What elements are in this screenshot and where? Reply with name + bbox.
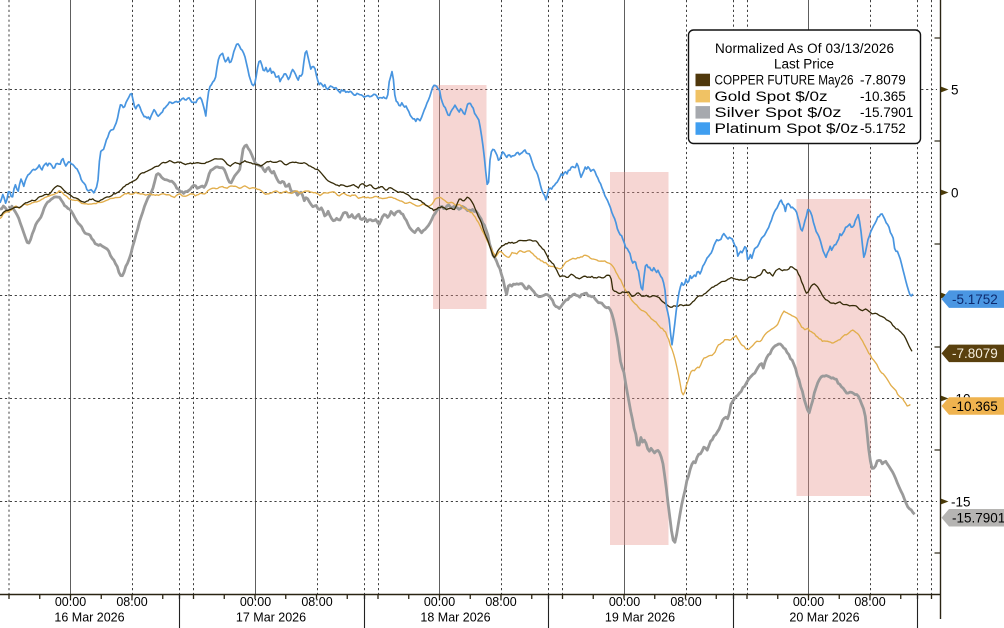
svg-text:5: 5 xyxy=(951,82,959,97)
svg-text:08:00: 08:00 xyxy=(301,595,332,609)
svg-text:-5.1752: -5.1752 xyxy=(952,292,998,307)
svg-text:-7.8079: -7.8079 xyxy=(952,346,998,361)
svg-text:17 Mar 2026: 17 Mar 2026 xyxy=(236,611,306,625)
svg-text:Gold Spot $/0z: Gold Spot $/0z xyxy=(715,89,828,104)
svg-text:19 Mar 2026: 19 Mar 2026 xyxy=(605,611,675,625)
svg-text:COPPER FUTURE May26: COPPER FUTURE May26 xyxy=(715,73,854,88)
svg-text:20 Mar 2026: 20 Mar 2026 xyxy=(789,611,859,625)
svg-text:0: 0 xyxy=(951,185,959,200)
svg-text:-15.7901: -15.7901 xyxy=(860,105,913,120)
svg-text:-10.365: -10.365 xyxy=(952,399,998,414)
svg-text:18 Mar 2026: 18 Mar 2026 xyxy=(420,611,490,625)
svg-text:-15.7901: -15.7901 xyxy=(952,511,1004,526)
svg-text:Silver Spot $/0z: Silver Spot $/0z xyxy=(715,105,842,120)
svg-text:00:00: 00:00 xyxy=(793,595,824,609)
svg-text:08:00: 08:00 xyxy=(485,595,516,609)
svg-text:Platinum Spot $/0z: Platinum Spot $/0z xyxy=(715,121,859,136)
svg-text:-7.8079: -7.8079 xyxy=(860,73,906,88)
svg-text:00:00: 00:00 xyxy=(240,595,271,609)
svg-text:08:00: 08:00 xyxy=(116,595,147,609)
svg-text:-15: -15 xyxy=(951,494,971,509)
svg-text:08:00: 08:00 xyxy=(854,595,885,609)
svg-text:08:00: 08:00 xyxy=(670,595,701,609)
svg-text:-10.365: -10.365 xyxy=(860,89,906,104)
svg-text:Last Price: Last Price xyxy=(774,56,834,71)
svg-text:Normalized As Of 03/13/2026: Normalized As Of 03/13/2026 xyxy=(715,41,894,56)
svg-text:00:00: 00:00 xyxy=(424,595,455,609)
svg-text:00:00: 00:00 xyxy=(609,595,640,609)
svg-text:00:00: 00:00 xyxy=(55,595,86,609)
svg-text:-5.1752: -5.1752 xyxy=(860,121,906,136)
svg-text:16 Mar 2026: 16 Mar 2026 xyxy=(54,611,124,625)
